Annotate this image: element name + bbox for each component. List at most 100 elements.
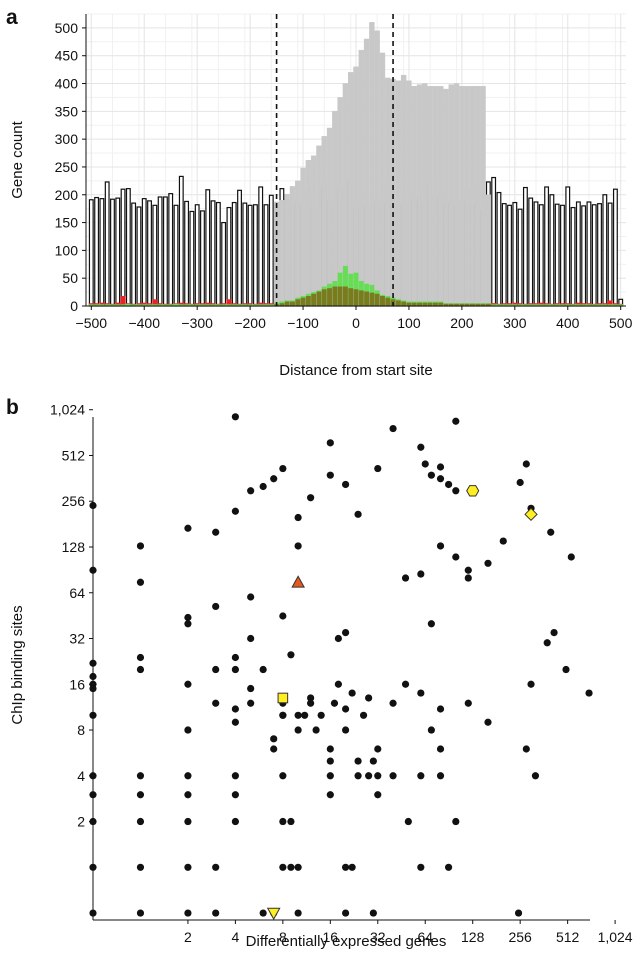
bar xyxy=(602,304,608,306)
bar xyxy=(432,302,438,306)
bar xyxy=(432,86,439,307)
bar xyxy=(279,200,285,307)
data-point xyxy=(184,772,192,780)
bar xyxy=(454,303,460,306)
data-point xyxy=(374,745,382,753)
y-tick-label: 8 xyxy=(77,722,85,738)
data-point xyxy=(436,475,445,483)
bar xyxy=(157,196,163,307)
data-point xyxy=(436,745,445,753)
data-point xyxy=(279,863,287,871)
data-point xyxy=(484,718,492,726)
data-point xyxy=(287,863,295,871)
x-tick-label: 32 xyxy=(370,929,386,945)
bar xyxy=(353,66,359,307)
bar xyxy=(110,304,115,306)
bar xyxy=(284,193,290,307)
data-point xyxy=(348,689,356,697)
data-point xyxy=(354,510,362,518)
data-point xyxy=(341,628,350,637)
data-point xyxy=(326,757,334,765)
bar xyxy=(168,304,174,306)
bar xyxy=(237,189,242,307)
bar xyxy=(247,304,253,306)
bar xyxy=(141,304,147,306)
x-tick-label: 300 xyxy=(503,315,527,331)
data-point xyxy=(279,612,287,620)
bar xyxy=(469,86,476,307)
bar xyxy=(591,204,597,307)
data-point xyxy=(184,909,192,917)
series-olive xyxy=(274,286,491,306)
bar xyxy=(311,293,317,306)
x-tick-label: 400 xyxy=(556,315,580,331)
y-tick-label: 512 xyxy=(62,447,86,463)
data-point xyxy=(389,772,397,780)
bar xyxy=(528,304,534,306)
bar xyxy=(295,299,301,306)
panel-b-points xyxy=(89,413,593,917)
bar xyxy=(427,86,433,307)
data-point xyxy=(136,653,145,662)
bar xyxy=(464,303,470,306)
bar xyxy=(501,304,507,306)
data-point xyxy=(212,909,220,917)
bar xyxy=(231,201,237,307)
bar xyxy=(136,206,142,307)
data-point xyxy=(294,711,302,719)
bar xyxy=(125,188,131,307)
bar xyxy=(279,303,285,306)
y-tick-label: 400 xyxy=(55,76,79,92)
data-point xyxy=(231,413,239,421)
bar xyxy=(194,204,200,307)
data-point xyxy=(354,757,362,765)
panel-b-letter: b xyxy=(6,396,19,419)
bar xyxy=(427,302,433,306)
bar xyxy=(395,300,401,306)
x-tick-label: 0 xyxy=(352,315,360,331)
x-tick-label: 1,024 xyxy=(598,929,633,945)
x-tick-label: −300 xyxy=(181,315,213,331)
bar xyxy=(374,293,380,306)
bar xyxy=(231,304,237,306)
bar xyxy=(120,295,126,306)
data-point xyxy=(436,772,445,780)
panel-a-x-axis-title: Distance from start site xyxy=(279,362,432,379)
data-point xyxy=(326,471,334,479)
bar xyxy=(310,155,317,307)
data-point xyxy=(247,634,255,643)
bar xyxy=(475,86,481,307)
bar xyxy=(327,288,332,306)
data-point xyxy=(301,711,309,719)
bar xyxy=(210,304,216,306)
data-point xyxy=(184,817,192,826)
bar xyxy=(507,304,512,306)
bar xyxy=(252,204,258,307)
data-point xyxy=(404,817,412,826)
data-point xyxy=(231,665,239,674)
bar xyxy=(369,22,375,307)
bar xyxy=(316,291,322,306)
bar xyxy=(136,304,142,306)
bar xyxy=(99,198,105,307)
bar xyxy=(417,302,422,306)
bar xyxy=(560,304,565,306)
bar xyxy=(337,286,343,306)
bar xyxy=(284,301,290,306)
data-point xyxy=(401,680,410,688)
data-point xyxy=(452,817,460,826)
data-point xyxy=(212,602,220,611)
x-tick-label: 100 xyxy=(397,315,421,331)
bar xyxy=(353,289,359,306)
panel-b-highlighted-points xyxy=(266,485,538,921)
bar xyxy=(300,297,306,306)
bar xyxy=(162,304,168,306)
data-point xyxy=(452,417,460,425)
bar xyxy=(501,203,507,307)
bar xyxy=(342,265,348,306)
bar xyxy=(538,304,544,306)
data-point xyxy=(312,726,320,734)
y-tick-label: 50 xyxy=(62,270,78,286)
data-point xyxy=(184,680,192,688)
bar xyxy=(443,303,449,306)
